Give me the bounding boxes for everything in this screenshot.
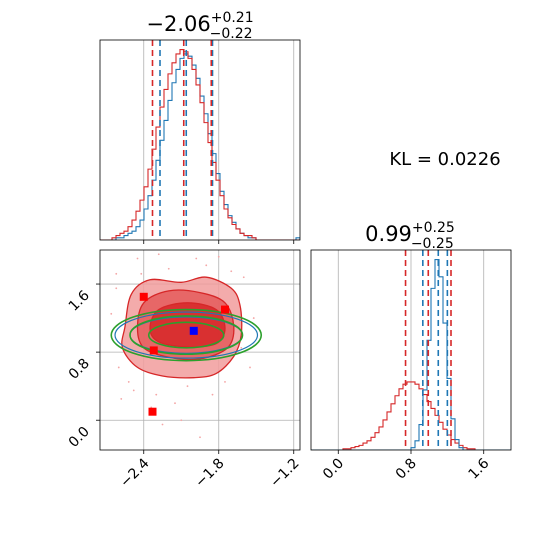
scatter-sample-point: [186, 385, 189, 388]
hist2-series-0: [311, 381, 511, 450]
scatter-sample-point: [136, 257, 139, 260]
hist2-series-1: [311, 258, 511, 450]
hist2-content: [311, 250, 511, 450]
scatter-ytick-label: 0.0: [66, 424, 93, 451]
scatter-xtick-label: −1.2: [267, 456, 302, 491]
scatter-sample-point: [199, 436, 201, 439]
scatter-sample-point: [115, 272, 118, 275]
param1-title-value: −2.06: [146, 12, 210, 36]
scatter-sample-point: [167, 267, 170, 270]
scatter-xtick-label: −2.4: [117, 455, 152, 490]
panel-hist-param1: [99, 39, 301, 244]
param2-title-upper-error: +0.25: [412, 220, 455, 236]
scatter-sample-point: [117, 366, 120, 369]
hist2-ticks: 0.0 0.8 1.6: [320, 450, 493, 483]
hist2-grid: [337, 250, 485, 450]
gaussian-ellipse-2: [110, 308, 263, 362]
scatter-sample-point: [180, 419, 183, 422]
hist2-xtick-label: 0.0: [320, 456, 347, 483]
scatter-sample-point: [155, 393, 158, 396]
scatter-sample-point: [249, 366, 251, 369]
param1-title: −2.06+0.21 −0.22: [146, 10, 253, 42]
scatter-sample-point: [132, 389, 135, 392]
scatter-sample-point: [157, 253, 160, 256]
gaussian-ellipse-1: [129, 315, 244, 356]
kl-divergence-label: KL = 0.0226: [389, 149, 500, 170]
red-square-marker: [139, 292, 148, 301]
blue-square-marker: [189, 326, 198, 335]
red-square-marker: [148, 407, 157, 416]
scatter-sample-point: [217, 255, 220, 258]
scatter-ytick-label: 1.6: [66, 287, 93, 314]
gaussian-ellipse-0: [147, 321, 225, 349]
hist1-ticks: [143, 240, 295, 244]
param2-title-lower-error: −0.25: [411, 236, 454, 252]
scatter-sample-point: [161, 423, 164, 426]
scatter-sample-point: [120, 398, 123, 400]
red-square-marker: [149, 346, 158, 355]
param1-title-lower-error: −0.22: [210, 26, 253, 42]
density-contour-2: [149, 302, 226, 348]
scatter-sample-point: [240, 346, 243, 349]
posterior-b-contour-0: [114, 311, 259, 359]
hist1-grid: [143, 40, 295, 240]
panel-2d-param1-param2: −2.4 −1.8 −1.2 0.0 0.8 1.6: [66, 249, 303, 491]
panel-hist-param2: 0.0 0.8 1.6: [310, 249, 512, 483]
hist1-frame: [99, 39, 301, 241]
scatter-ytick-label: 0.8: [66, 356, 93, 383]
param2-title-value: 0.99: [365, 222, 412, 246]
param2-title: 0.99+0.25 −0.25: [365, 220, 455, 252]
scatter-sample-point: [211, 393, 214, 396]
scatter-sample-point: [140, 272, 143, 275]
scatter-sample-point: [195, 257, 198, 260]
scatter-sample-point: [110, 312, 113, 315]
hist2-xtick-label: 0.8: [393, 456, 420, 483]
scatter-sample-point: [127, 381, 130, 383]
hist1-content: [100, 40, 300, 240]
scatter-sample-point: [115, 287, 118, 290]
scatter-xtick-label: −1.8: [192, 456, 227, 491]
scatter-sample-point: [174, 402, 176, 405]
scatter-sample-point: [230, 270, 233, 273]
scatter-sample-point: [205, 264, 208, 267]
scatter-sample-point: [252, 317, 255, 319]
red-square-marker: [221, 305, 229, 314]
scatter-content: [110, 253, 263, 439]
scatter-sample-point: [242, 276, 245, 279]
param1-title-upper-error: +0.21: [211, 10, 254, 26]
scatter-frame: [99, 249, 301, 451]
hist1-series-1: [100, 48, 300, 240]
hist2-xtick-label: 1.6: [465, 455, 492, 482]
scatter-sample-point: [224, 381, 226, 383]
